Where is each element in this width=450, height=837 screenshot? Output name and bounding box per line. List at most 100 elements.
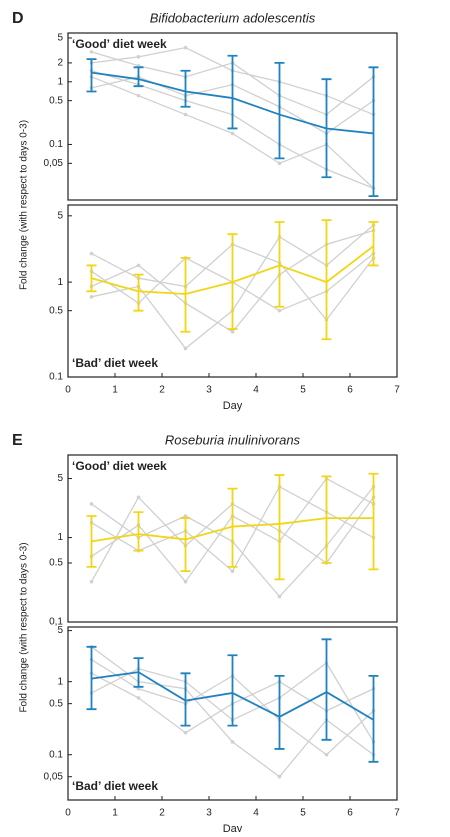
x-tick-label: 3 bbox=[206, 808, 212, 819]
panel-label: E bbox=[12, 432, 23, 449]
error-bar bbox=[86, 515, 97, 568]
y-tick-label: 0,05 bbox=[44, 158, 64, 169]
error-bar bbox=[368, 674, 379, 763]
y-tick-label: 0.1 bbox=[49, 139, 63, 150]
error-bar bbox=[227, 54, 238, 130]
error-bar bbox=[368, 221, 379, 267]
y-tick-label: 1 bbox=[57, 532, 63, 543]
individual-point bbox=[136, 55, 141, 59]
individual-point bbox=[277, 308, 282, 313]
individual-point bbox=[136, 495, 141, 500]
individual-point bbox=[277, 774, 282, 779]
individual-point bbox=[89, 295, 94, 299]
individual-point bbox=[183, 579, 188, 584]
y-tick-label: 0.5 bbox=[49, 95, 63, 106]
x-tick-label: 1 bbox=[112, 808, 118, 819]
y-tick-label: 0.1 bbox=[49, 749, 63, 760]
error-bar bbox=[227, 487, 238, 568]
error-bar bbox=[133, 273, 144, 312]
y-tick-label: 0.1 bbox=[49, 372, 63, 383]
y-tick-label: 0.5 bbox=[49, 305, 63, 316]
x-tick-label: 2 bbox=[159, 385, 165, 396]
y-tick-label: 5 bbox=[57, 210, 63, 221]
x-tick-label: 4 bbox=[253, 808, 259, 819]
annotation: ‘Good’ diet week bbox=[72, 37, 167, 51]
y-tick-label: 5 bbox=[57, 625, 63, 636]
error-bar bbox=[180, 69, 191, 108]
x-tick-label: 5 bbox=[300, 808, 306, 819]
y-tick-label: 0.5 bbox=[49, 558, 63, 569]
y-tick-label: 0.5 bbox=[49, 698, 63, 709]
error-bar bbox=[180, 672, 191, 727]
error-bar bbox=[133, 657, 144, 688]
x-tick-label: 5 bbox=[300, 385, 306, 396]
x-tick-label: 4 bbox=[253, 385, 259, 396]
y-tick-label: 1 bbox=[57, 277, 63, 288]
individual-point bbox=[136, 696, 141, 700]
individual-point bbox=[183, 45, 188, 50]
x-tick-label: 6 bbox=[347, 808, 353, 819]
panel-title: Roseburia inulinivorans bbox=[165, 432, 301, 447]
panel-title: Bifidobacterium adolescentis bbox=[150, 10, 316, 25]
individual-point bbox=[183, 112, 188, 117]
individual-point bbox=[230, 329, 235, 334]
individual-point bbox=[136, 93, 141, 98]
individual-point bbox=[89, 251, 94, 256]
error-bar bbox=[133, 511, 144, 552]
error-bar bbox=[180, 517, 191, 573]
y-tick-label: 5 bbox=[57, 473, 63, 484]
error-bar bbox=[368, 472, 379, 571]
error-bar bbox=[274, 674, 285, 750]
annotation: ‘Bad’ diet week bbox=[72, 356, 158, 370]
individual-point bbox=[230, 569, 235, 573]
plot-frame bbox=[67, 204, 398, 378]
panel-label: D bbox=[12, 10, 24, 27]
y-tick-label: 0,1 bbox=[49, 617, 63, 628]
x-tick-label: 7 bbox=[394, 808, 400, 819]
x-tick-label: 1 bbox=[112, 385, 118, 396]
annotation: ‘Good’ diet week bbox=[72, 459, 167, 473]
individual-point bbox=[89, 579, 94, 584]
error-bar bbox=[86, 645, 97, 711]
error-bar bbox=[321, 219, 332, 341]
error-bar bbox=[274, 474, 285, 581]
individual-point bbox=[277, 161, 282, 166]
y-tick-label: 1 bbox=[57, 676, 63, 687]
individual-point bbox=[324, 752, 329, 757]
individual-point bbox=[89, 50, 94, 54]
y-tick-label: 0,05 bbox=[44, 771, 64, 782]
individual-point bbox=[136, 686, 141, 691]
x-tick-label: 3 bbox=[206, 385, 212, 396]
individual-point bbox=[183, 514, 188, 518]
annotation: ‘Bad’ diet week bbox=[72, 779, 158, 793]
x-tick-label: 2 bbox=[159, 808, 165, 819]
x-tick-label: 0 bbox=[65, 808, 71, 819]
y-tick-label: 5 bbox=[57, 33, 63, 44]
individual-point bbox=[183, 730, 188, 735]
x-axis-label: Day bbox=[223, 823, 243, 832]
error-bar bbox=[227, 233, 238, 330]
error-bar bbox=[180, 257, 191, 333]
error-bar bbox=[274, 221, 285, 308]
individual-point bbox=[230, 131, 235, 136]
error-bar bbox=[321, 475, 332, 564]
error-bar bbox=[321, 78, 332, 179]
error-bar bbox=[368, 66, 379, 198]
individual-point bbox=[230, 740, 235, 744]
individual-point bbox=[89, 502, 94, 506]
plot-frame bbox=[67, 32, 398, 201]
error-bar bbox=[321, 638, 332, 741]
x-tick-label: 7 bbox=[394, 385, 400, 396]
individual-point bbox=[277, 594, 282, 599]
error-bar bbox=[227, 654, 238, 727]
error-bar bbox=[133, 66, 144, 88]
x-axis-label: Day bbox=[223, 400, 243, 412]
error-bar bbox=[274, 62, 285, 160]
individual-point bbox=[136, 263, 141, 268]
error-bar bbox=[86, 264, 97, 293]
x-tick-label: 6 bbox=[347, 385, 353, 396]
x-tick-label: 0 bbox=[65, 385, 71, 396]
individual-point bbox=[183, 346, 188, 351]
error-bar bbox=[86, 58, 97, 93]
